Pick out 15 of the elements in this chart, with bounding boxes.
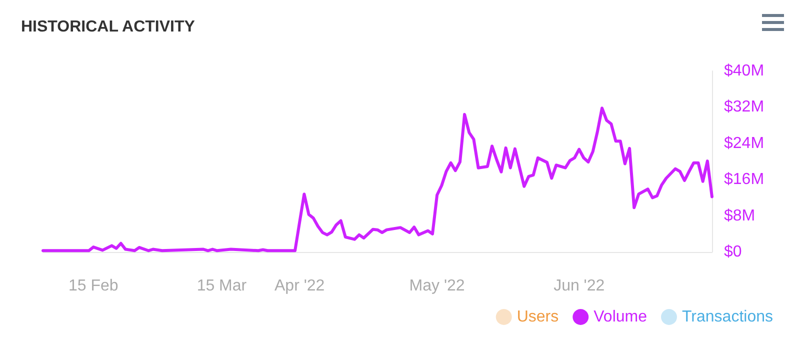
y-tick-label: $16M xyxy=(724,171,764,188)
x-tick-label: May '22 xyxy=(409,278,465,294)
y-tick-label: $0 xyxy=(724,244,742,260)
y-tick-label: $24M xyxy=(724,134,764,152)
y-tick-label: $8M xyxy=(724,207,756,224)
x-tick-label: Jun '22 xyxy=(554,278,605,294)
x-tick-label: 15 Feb xyxy=(68,278,118,294)
legend-label: Users xyxy=(516,308,559,326)
x-tick-label: Apr '22 xyxy=(274,278,325,294)
legend-label: Transactions xyxy=(682,308,773,326)
y-tick-label: $40M xyxy=(724,62,764,80)
x-tick-label: 15 Mar xyxy=(196,278,248,294)
legend-label: Volume xyxy=(594,308,648,326)
y-tick-label: $32M xyxy=(724,98,764,116)
chart-title: HISTORICAL ACTIVITY xyxy=(21,18,196,36)
